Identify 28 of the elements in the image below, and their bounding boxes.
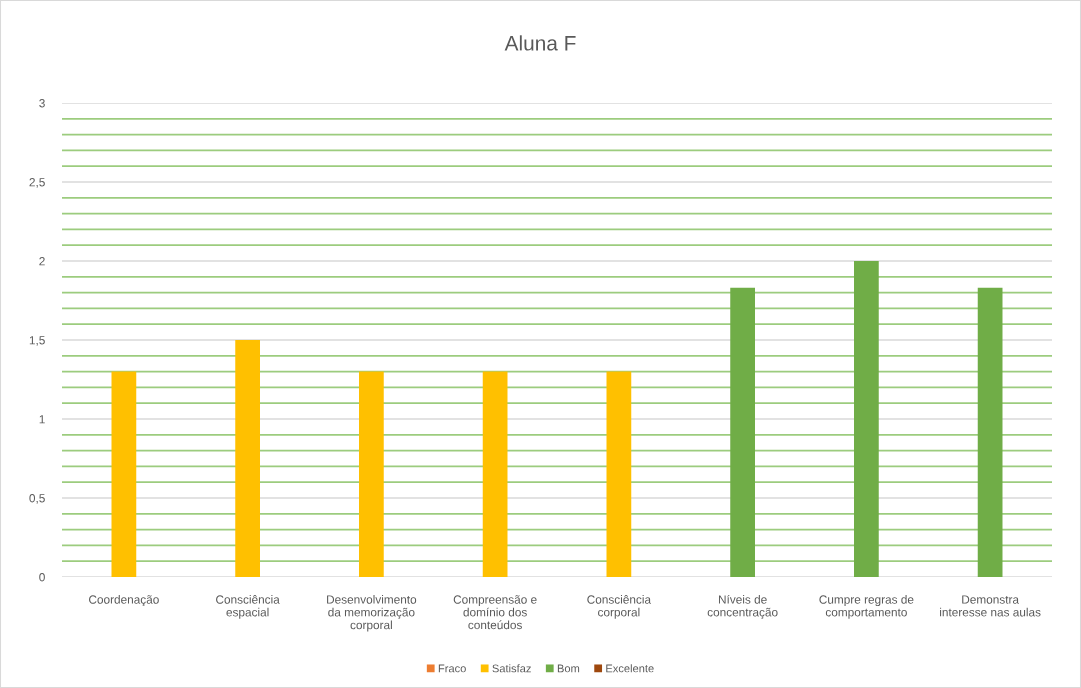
chart-title: Aluna F bbox=[504, 35, 576, 51]
y-tick-label: 3 bbox=[39, 99, 45, 108]
x-tick-label: Desenvolvimento da memorização corporal bbox=[327, 595, 417, 632]
x-tick-label: Compreensão e domínio dos conteúdos bbox=[453, 595, 537, 630]
x-tick-label: Cumpre regras de comportamento bbox=[819, 595, 914, 619]
bar bbox=[359, 371, 384, 577]
x-tick-label: Níveis de concentração bbox=[707, 594, 778, 619]
y-tick-label: 1 bbox=[39, 415, 45, 424]
bar bbox=[482, 371, 508, 577]
x-tick-label: Coordenação bbox=[89, 595, 159, 607]
bar bbox=[111, 371, 137, 577]
y-tick-label: 0,5 bbox=[29, 494, 45, 504]
bar bbox=[606, 371, 632, 577]
y-tick-label: 2 bbox=[39, 257, 45, 266]
x-tick-label: Consciência corporal bbox=[587, 595, 652, 619]
bar bbox=[854, 261, 879, 577]
y-tick-label: 1,5 bbox=[29, 336, 45, 346]
x-tick-label: Demonstra interesse nas aulas bbox=[940, 595, 1041, 617]
legend-label: Satisfaz bbox=[492, 664, 531, 673]
x-tick-label: Consciência espacial bbox=[216, 595, 280, 619]
legend-label: Excelente bbox=[606, 664, 654, 673]
bar bbox=[730, 287, 755, 577]
bar bbox=[235, 340, 260, 577]
legend-label: Bom bbox=[557, 664, 580, 673]
y-tick-label: 2,5 bbox=[29, 178, 45, 188]
bar bbox=[977, 287, 1003, 577]
y-tick-label: 0 bbox=[39, 573, 45, 582]
legend-label: Fraco bbox=[438, 664, 466, 673]
